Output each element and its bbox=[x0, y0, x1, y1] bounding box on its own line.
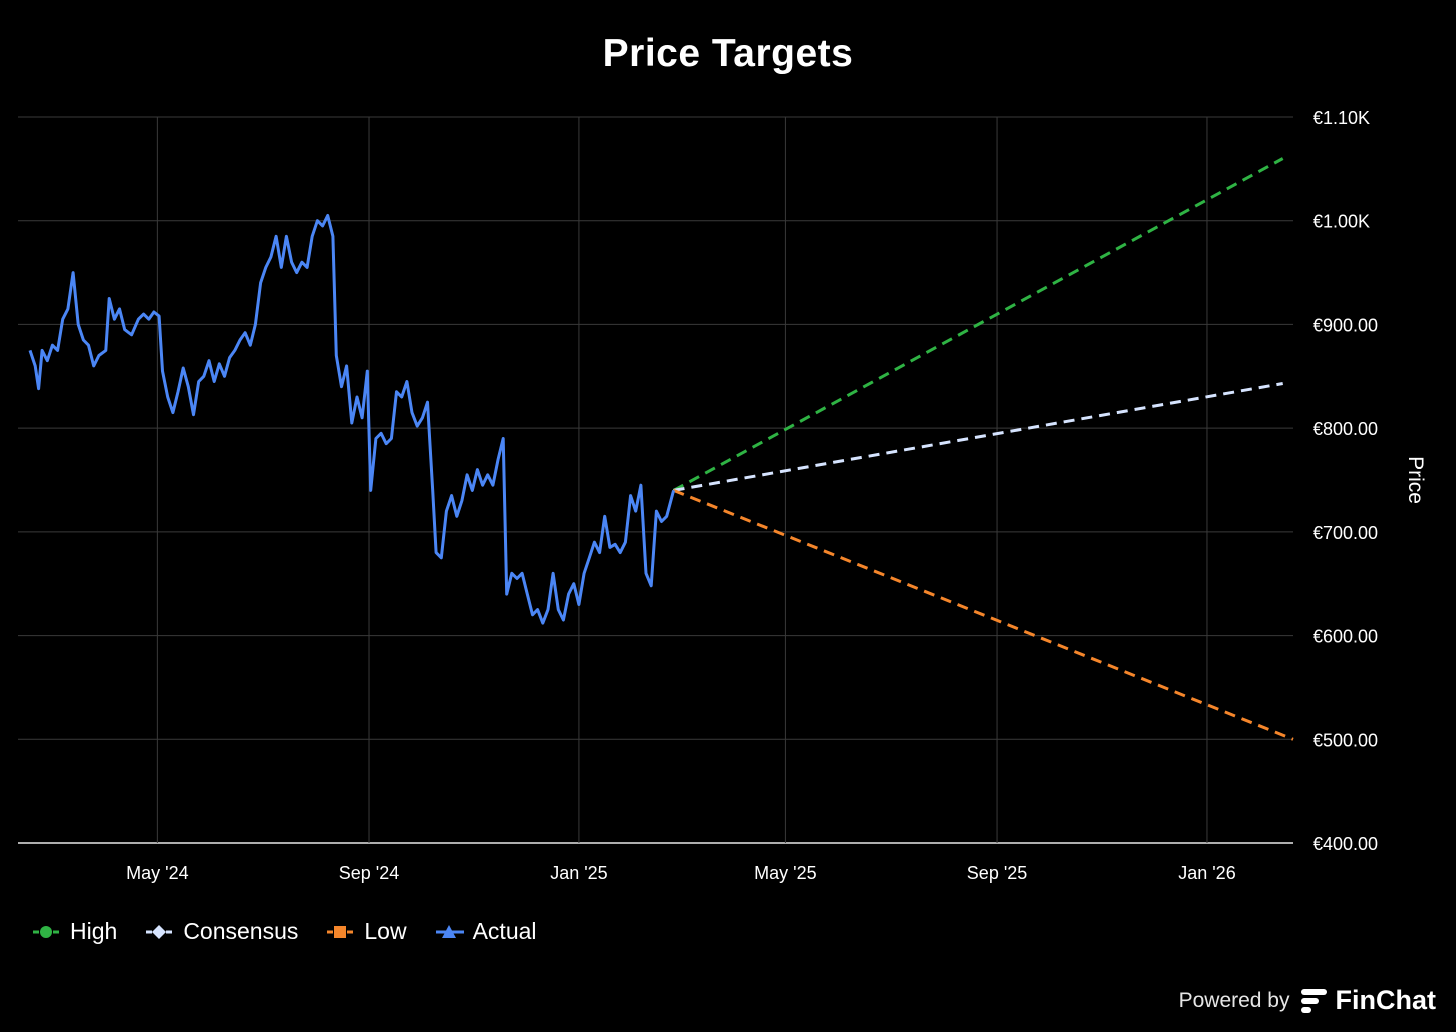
y-tick-label: €1.10K bbox=[1313, 108, 1370, 128]
legend-item-low[interactable]: Low bbox=[326, 918, 407, 945]
series-line-actual[interactable] bbox=[28, 214, 676, 625]
legend-label-high: High bbox=[70, 918, 118, 944]
series bbox=[28, 157, 1294, 741]
x-tick-label: Jan '25 bbox=[550, 863, 607, 883]
finchat-logo-icon bbox=[1300, 988, 1327, 1013]
series-line-low[interactable] bbox=[673, 489, 1294, 741]
legend: High Consensus Low Actual bbox=[32, 918, 565, 945]
legend-item-high[interactable]: High bbox=[32, 918, 117, 945]
y-tick-label: €800.00 bbox=[1313, 419, 1378, 439]
diamond-marker-icon bbox=[146, 924, 175, 939]
x-axis-ticks: May '24 Sep '24 Jan '25 May '25 Sep '25 Jan '… bbox=[126, 863, 1236, 883]
x-tick-label: Jan '26 bbox=[1178, 863, 1235, 883]
y-tick-label: €700.00 bbox=[1313, 523, 1378, 543]
legend-item-consensus[interactable]: Consensus bbox=[145, 918, 298, 945]
powered-by-text: Powered by bbox=[1178, 988, 1290, 1012]
legend-label-low: Low bbox=[364, 918, 407, 944]
y-axis-label: Price bbox=[1404, 456, 1427, 504]
legend-label-actual: Actual bbox=[472, 918, 537, 944]
y-tick-label: €600.00 bbox=[1313, 627, 1378, 647]
x-tick-label: May '25 bbox=[754, 863, 816, 883]
x-tick-label: Sep '24 bbox=[339, 863, 400, 883]
powered-by-badge[interactable]: Powered by FinChat bbox=[1179, 985, 1436, 1016]
legend-item-actual[interactable]: Actual bbox=[435, 918, 537, 945]
y-tick-label: €900.00 bbox=[1313, 315, 1378, 335]
brand-name: FinChat bbox=[1335, 985, 1437, 1015]
y-tick-label: €1.00K bbox=[1313, 212, 1370, 232]
x-tick-label: Sep '25 bbox=[967, 863, 1028, 883]
y-tick-label: €400.00 bbox=[1313, 834, 1378, 854]
y-tick-label: €500.00 bbox=[1313, 730, 1378, 750]
triangle-marker-icon bbox=[435, 924, 464, 938]
series-line-consensus[interactable] bbox=[673, 382, 1283, 492]
legend-label-consensus: Consensus bbox=[183, 918, 299, 944]
square-marker-icon bbox=[327, 925, 356, 938]
y-axis-ticks: €1.10K €1.00K €900.00 €800.00 €700.00 €600.00… bbox=[1313, 108, 1378, 854]
chart-title: Price Targets bbox=[602, 32, 854, 75]
x-tick-label: May '24 bbox=[126, 863, 188, 883]
circle-marker-icon bbox=[33, 925, 61, 938]
series-line-high[interactable] bbox=[672, 157, 1284, 492]
grid bbox=[18, 116, 1293, 844]
